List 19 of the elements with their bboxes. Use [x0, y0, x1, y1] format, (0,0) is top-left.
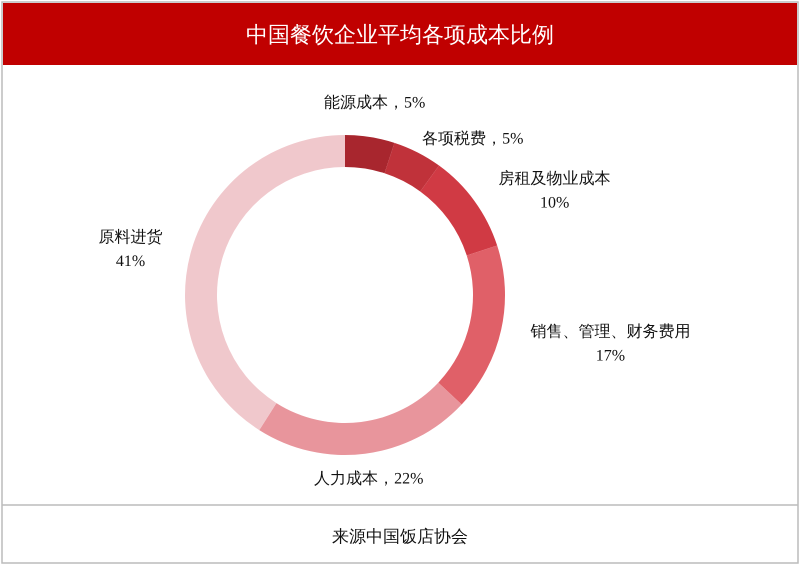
data-label: 10%	[540, 194, 570, 212]
slice-label: 原料进货	[98, 228, 163, 246]
donut-slice	[259, 382, 462, 455]
data-label: ，22%	[378, 470, 424, 488]
donut-slice	[420, 166, 498, 256]
donut-slice	[438, 246, 505, 405]
slice-label: 各项税费	[422, 130, 486, 148]
donut-slice	[345, 135, 394, 174]
donut-slice	[185, 135, 345, 430]
chart-title: 中国餐饮企业平均各项成本比例	[246, 22, 554, 47]
data-label: 17%	[596, 347, 626, 364]
slice-label: 人力成本	[314, 470, 378, 488]
slice-label: 能源成本	[324, 93, 388, 112]
slice-label: 房租及物业成本	[498, 169, 611, 188]
data-label: ，5%	[486, 130, 524, 148]
slice-label: 销售、管理、财务费用	[529, 322, 690, 340]
data-label: 41%	[116, 252, 146, 270]
text: 来源中国饭店协会	[332, 527, 468, 546]
data-label: ，5%	[388, 94, 426, 112]
